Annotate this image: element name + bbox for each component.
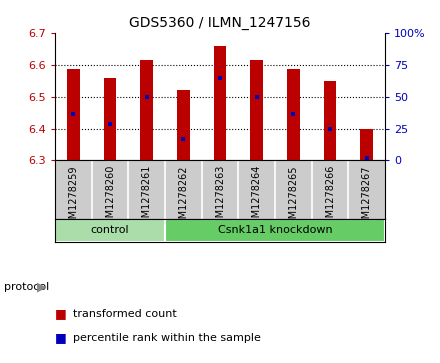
Title: GDS5360 / ILMN_1247156: GDS5360 / ILMN_1247156 [129,16,311,30]
Bar [103,78,117,160]
Text: protocol: protocol [4,282,50,292]
Text: GSM1278263: GSM1278263 [215,165,225,231]
Text: control: control [91,225,129,235]
Bar [213,46,227,160]
Bar [177,90,190,160]
Text: ■: ■ [55,331,67,344]
Text: GSM1278267: GSM1278267 [362,165,372,231]
Text: GSM1278266: GSM1278266 [325,165,335,231]
Text: ■: ■ [55,307,67,321]
Text: GSM1278264: GSM1278264 [252,165,262,231]
Text: ▶: ▶ [37,280,46,293]
Text: GSM1278259: GSM1278259 [68,165,78,231]
Bar [250,60,263,160]
Bar [67,69,80,160]
Text: GSM1278262: GSM1278262 [178,165,188,231]
Text: GSM1278261: GSM1278261 [142,165,152,231]
Bar [323,81,337,160]
Bar [165,219,385,242]
Text: percentile rank within the sample: percentile rank within the sample [73,333,260,343]
Text: transformed count: transformed count [73,309,176,319]
Text: Csnk1a1 knockdown: Csnk1a1 knockdown [218,225,332,235]
Text: GSM1278260: GSM1278260 [105,165,115,231]
Bar [55,219,165,242]
Text: GSM1278265: GSM1278265 [288,165,298,231]
Bar [360,130,373,160]
Bar [140,60,153,160]
Bar [287,69,300,160]
